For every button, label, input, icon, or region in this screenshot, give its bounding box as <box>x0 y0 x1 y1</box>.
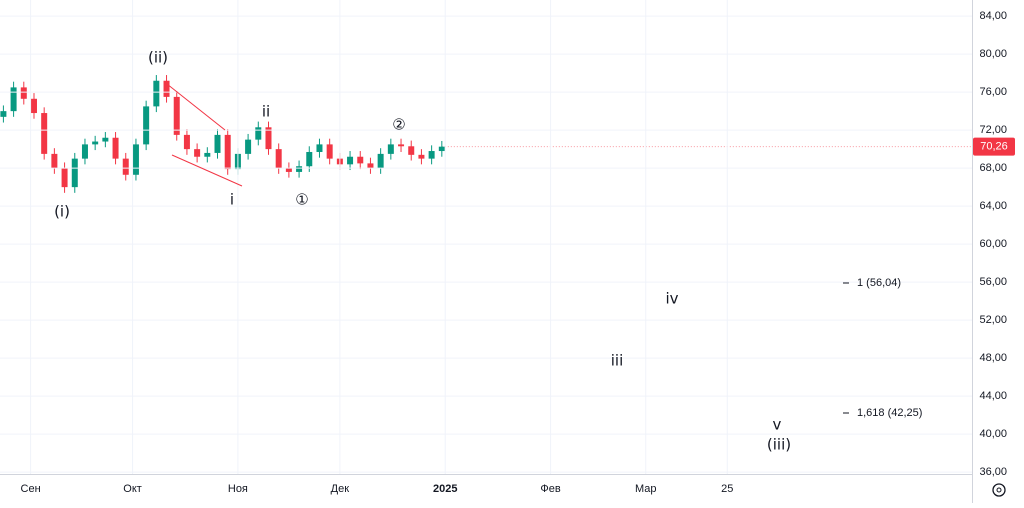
x-tick-label: Ноя <box>228 483 248 495</box>
x-tick-label: 25 <box>721 483 733 495</box>
y-tick-label: 76,00 <box>979 86 1007 98</box>
y-tick-label: 80,00 <box>979 48 1007 60</box>
y-tick-label: 84,00 <box>979 10 1007 22</box>
x-tick-label: Сен <box>21 483 41 495</box>
y-tick-label: 60,00 <box>979 238 1007 250</box>
x-tick-label: Мар <box>635 483 657 495</box>
trendline <box>166 83 226 131</box>
wave-label: iv <box>665 290 678 308</box>
wave-label: (iii) <box>767 436 791 454</box>
y-tick-label: 48,00 <box>979 352 1007 364</box>
wave-label: (i) <box>54 203 70 221</box>
y-tick-label: 72,00 <box>979 124 1007 136</box>
wave-label: ② <box>392 116 405 134</box>
x-tick-label: 2025 <box>433 483 457 495</box>
y-tick-label: 36,00 <box>979 466 1007 478</box>
wave-label: iii <box>611 352 624 370</box>
level-label: 1,618 (42,25) <box>857 407 922 419</box>
y-tick-label: 68,00 <box>979 162 1007 174</box>
wave-label: (ii) <box>148 49 168 67</box>
settings-button[interactable] <box>992 483 1006 497</box>
y-tick-label: 64,00 <box>979 200 1007 212</box>
wave-label: ii <box>262 103 270 121</box>
level-label: 1 (56,04) <box>857 277 901 289</box>
x-tick-label: Окт <box>123 483 142 495</box>
trendline <box>171 154 243 187</box>
y-tick-label: 40,00 <box>979 428 1007 440</box>
y-tick-label: 52,00 <box>979 314 1007 326</box>
wave-label: v <box>773 416 782 434</box>
last-price-box <box>973 137 1015 156</box>
wave-label: ① <box>295 191 308 209</box>
wave-label: i <box>230 191 234 209</box>
y-tick-label: 44,00 <box>979 390 1007 402</box>
x-tick-label: Фев <box>540 483 560 495</box>
x-tick-label: Дек <box>331 483 350 495</box>
y-tick-label: 56,00 <box>979 276 1007 288</box>
last-price-label: 70,26 <box>980 141 1008 153</box>
